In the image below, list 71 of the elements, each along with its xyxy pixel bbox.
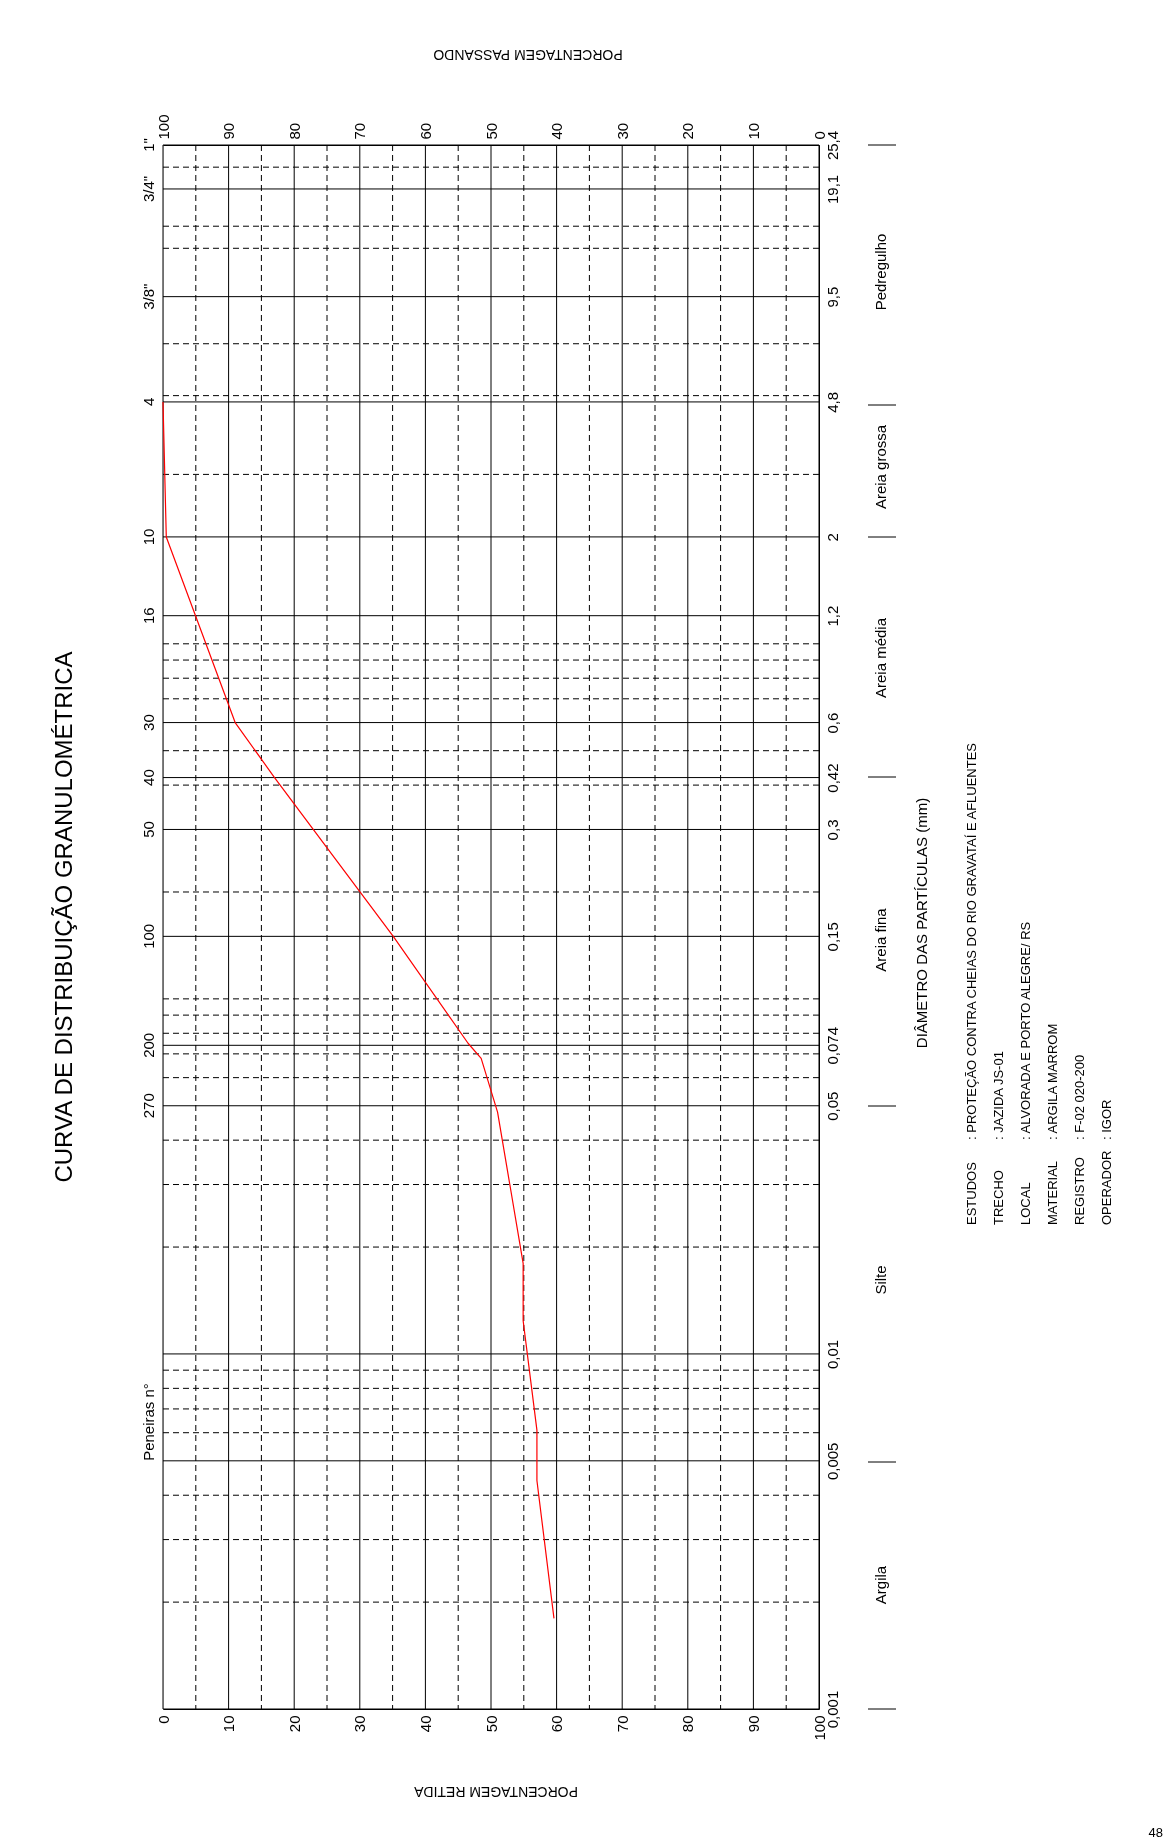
x2-tick-label: 0 — [810, 131, 828, 140]
text: 30 — [140, 714, 157, 731]
text: ESTUDOS — [964, 1161, 979, 1225]
x2-tick-label: 10 — [744, 122, 762, 140]
y-tick-label: 0,074 — [823, 1027, 841, 1065]
y-tick-label: 0,3 — [823, 819, 841, 841]
text: REGISTRO — [1072, 1157, 1087, 1225]
x-tick-label: 70 — [613, 1715, 631, 1733]
x-tick-label: 40 — [416, 1715, 434, 1733]
x2-tick-label: 90 — [220, 122, 238, 140]
text: 270 — [140, 1093, 157, 1119]
x-tick-label: 50 — [482, 1715, 500, 1733]
x2-tick-label: 70 — [351, 122, 369, 140]
text: Areia média — [872, 617, 889, 699]
x2-tick-label: 30 — [613, 122, 631, 140]
text: : JAZIDA JS-01 — [991, 1051, 1006, 1140]
x2-axis-title: PORCENTAGEM PASSANDO — [433, 47, 623, 63]
x2-tick-label: 20 — [679, 122, 697, 140]
y-tick-label: 9,5 — [823, 286, 841, 308]
x-tick-label: 100 — [810, 1715, 828, 1741]
text: 48 — [1148, 1825, 1163, 1840]
text: 4 — [140, 397, 157, 407]
y-tick-label: 4,8 — [823, 391, 841, 413]
x-tick-label: 90 — [744, 1715, 762, 1733]
y-tick-label: 2 — [823, 533, 841, 542]
x2-tick-label: 60 — [416, 122, 434, 140]
text: 1" — [140, 138, 157, 152]
x-axis-title: PORCENTAGEM RETIDA — [413, 1784, 578, 1800]
x2-tick-label: 40 — [548, 122, 566, 140]
x2-tick-label: 50 — [482, 122, 500, 140]
text: : ARGILA MARROM — [1045, 1023, 1060, 1140]
x2-tick-label: 80 — [285, 122, 303, 140]
text: LOCAL — [1018, 1182, 1033, 1225]
y-tick-label: 0,05 — [823, 1091, 841, 1121]
text: 3/4" — [140, 175, 157, 203]
text: TRECHO — [991, 1170, 1006, 1225]
text: 100 — [140, 923, 157, 949]
text: 200 — [140, 1032, 157, 1058]
text: 50 — [140, 821, 157, 838]
y-tick-label: 1,2 — [823, 605, 841, 627]
text: 3/8" — [140, 283, 157, 310]
text: 40 — [140, 769, 157, 786]
text: OPERADOR — [1099, 1150, 1114, 1225]
text: : PROTEÇÃO CONTRA CHEIAS DO RIO GRAVATAÍ E AFLUENTES — [964, 742, 979, 1140]
text: Silte — [872, 1265, 889, 1295]
y-tick-label: 0,6 — [823, 712, 841, 734]
y-axis-title: DIÂMETRO DAS PARTÍCULAS (mm) — [913, 797, 930, 1049]
x-tick-label: 20 — [285, 1715, 303, 1733]
x-tick-label: 10 — [220, 1715, 238, 1733]
y-tick-label: 0,005 — [823, 1442, 841, 1481]
text: Argila — [872, 1565, 889, 1605]
text: Areia fina — [872, 907, 889, 972]
text: Pedregulho — [872, 233, 889, 311]
x-tick-label: 60 — [548, 1715, 566, 1733]
y-tick-label: 0,01 — [823, 1339, 841, 1370]
x-tick-label: 30 — [351, 1715, 369, 1733]
text: 16 — [140, 607, 157, 625]
text: : ALVORADA E PORTO ALEGRE/ RS — [1018, 921, 1033, 1140]
x-tick-label: 0 — [154, 1715, 172, 1724]
text: CURVA DE DISTRIBUIÇÃO GRANULOMÉTRICA — [50, 651, 77, 1183]
text: MATERIAL — [1045, 1160, 1060, 1225]
y-tick-label: 19,1 — [823, 174, 841, 205]
text: : IGOR — [1099, 1099, 1114, 1140]
text: Peneiras n° — [140, 1383, 157, 1461]
text: : F-02 020-200 — [1072, 1054, 1087, 1140]
x2-tick-label: 100 — [154, 114, 172, 140]
text: Areia grossa — [872, 424, 889, 510]
y-tick-label: 0,15 — [823, 922, 841, 952]
text: 10 — [140, 528, 157, 546]
y-tick-label: 0,42 — [823, 763, 841, 793]
x-tick-label: 80 — [679, 1715, 697, 1733]
